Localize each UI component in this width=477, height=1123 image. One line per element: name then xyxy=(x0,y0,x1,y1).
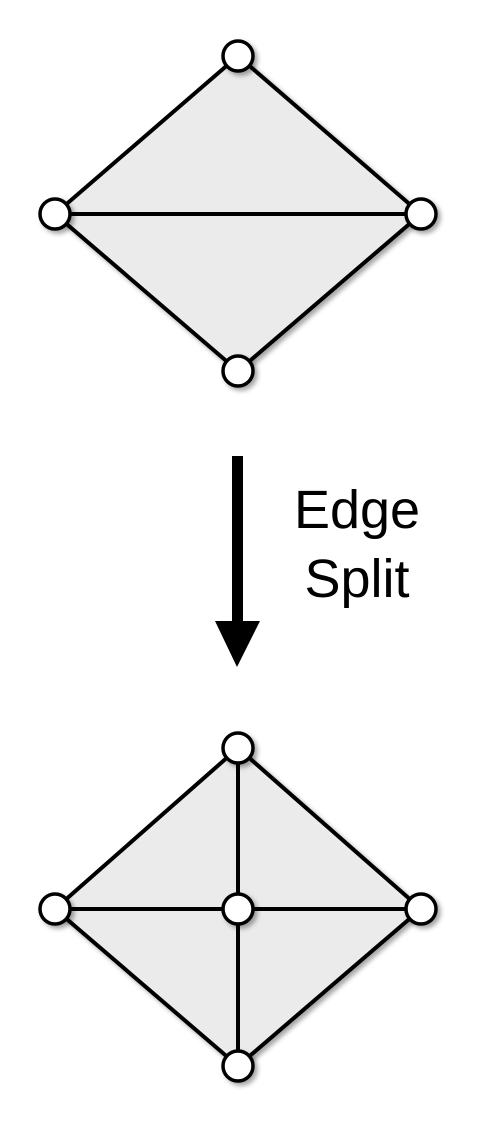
before-mesh xyxy=(38,39,438,388)
arrow-shaft xyxy=(232,456,243,631)
before-edge-bottom-right xyxy=(236,212,423,373)
before-vertices xyxy=(38,39,438,388)
before-edge-top-left xyxy=(53,54,240,216)
after-vertex-center xyxy=(221,892,255,926)
before-face-bottom xyxy=(55,214,421,371)
before-vertex-right xyxy=(404,197,438,231)
after-edge-top-right xyxy=(236,746,423,911)
after-edge-bottom-right xyxy=(236,907,423,1068)
before-edge-top-right xyxy=(236,54,423,216)
arrow-head xyxy=(215,621,260,667)
operation-label-line1: Edge xyxy=(294,480,420,540)
after-edge-bottom-left xyxy=(53,907,240,1068)
after-mesh-shape xyxy=(53,746,423,1068)
after-vertex-bottom xyxy=(221,1049,255,1083)
before-edge-bottom-left xyxy=(53,212,240,373)
before-mesh-shape xyxy=(53,54,423,373)
after-vertex-top xyxy=(221,731,255,765)
before-vertex-left xyxy=(38,197,72,231)
before-vertex-bottom xyxy=(221,354,255,388)
operation-label-line2: Split xyxy=(304,549,409,609)
after-vertex-right xyxy=(404,892,438,926)
after-vertex-left xyxy=(38,892,72,926)
before-face-top xyxy=(55,56,421,214)
after-mesh xyxy=(38,731,438,1083)
before-vertex-top xyxy=(221,39,255,73)
after-edge-top-left xyxy=(53,746,240,911)
after-vertices xyxy=(38,731,438,1083)
down-arrow-icon xyxy=(215,456,260,667)
